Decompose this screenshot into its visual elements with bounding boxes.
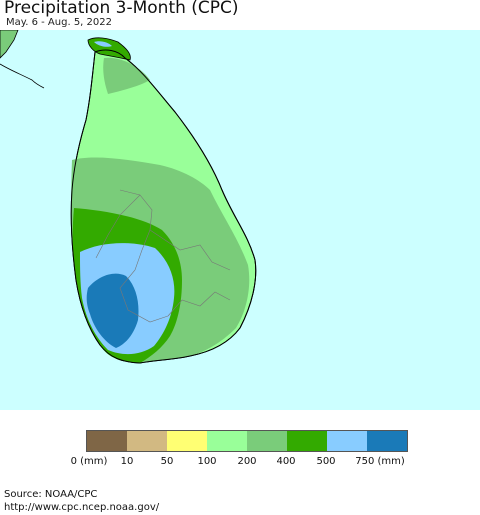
source-credit: Source: NOAA/CPC (4, 489, 98, 500)
legend-label: 0 (mm) (70, 456, 108, 467)
map-title: Precipitation 3-Month (CPC) (4, 0, 239, 18)
legend-label: 50 (160, 456, 174, 467)
zone-750-plus (86, 273, 139, 348)
legend-swatch-1 (127, 431, 167, 451)
legend-label: 500 (316, 456, 336, 467)
legend-labels: 0 (mm) 10 50 100 200 400 500 750 (mm) (0, 456, 480, 470)
legend-label: 10 (120, 456, 134, 467)
legend-label: 750 (mm) (355, 456, 405, 467)
legend-swatch-4 (247, 431, 287, 451)
india-coast (0, 30, 19, 59)
legend-label: 100 (197, 456, 217, 467)
precipitation-map (0, 30, 480, 410)
legend-swatch-3 (207, 431, 247, 451)
legend-swatch-0 (87, 431, 127, 451)
legend-label: 400 (276, 456, 296, 467)
source-url[interactable]: http://www.cpc.ncep.noaa.gov/ (4, 502, 160, 513)
legend-swatch-5 (287, 431, 327, 451)
north-zone (103, 57, 150, 94)
legend-swatch-7 (367, 431, 407, 451)
legend-label: 200 (237, 456, 257, 467)
legend-swatch-2 (167, 431, 207, 451)
legend-swatch-6 (327, 431, 367, 451)
date-range: May. 6 - Aug. 5, 2022 (6, 17, 112, 28)
legend-colorbar (86, 430, 408, 452)
